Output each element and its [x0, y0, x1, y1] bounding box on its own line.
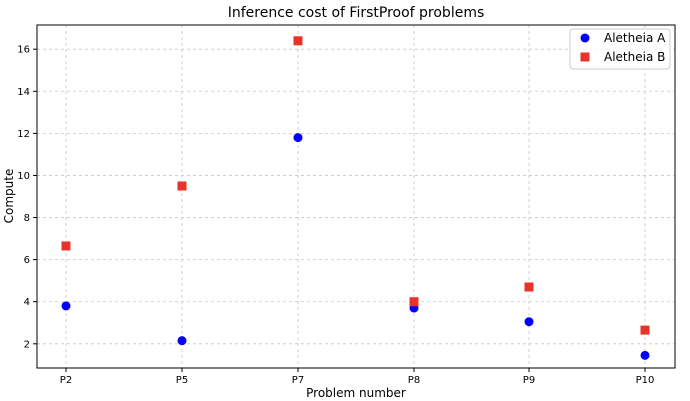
grid: [37, 25, 675, 368]
plot-area-frame: [36, 24, 676, 369]
point-series-1-p7: [293, 36, 303, 46]
x-axis: P2 P5 P7 P8 P9 P10: [60, 368, 655, 386]
point-series-1-p5: [177, 181, 187, 191]
point-series-1-p9: [524, 282, 534, 292]
y-axis: 2 4 6 8 10 12 14 16: [17, 45, 37, 350]
x-tick-label: P8: [408, 375, 420, 386]
point-series-1-p10: [640, 325, 650, 335]
point-series-0-p7: [293, 133, 303, 143]
legend-marker-aletheia-b: [580, 52, 590, 62]
point-series-1-p8: [409, 297, 419, 307]
x-tick-label: P10: [636, 375, 655, 386]
y-tick-label: 4: [24, 297, 30, 308]
point-series-1-p2: [61, 241, 71, 251]
x-tick-label: P7: [292, 375, 304, 386]
data-series: [61, 36, 650, 360]
legend-marker-aletheia-a: [580, 33, 590, 43]
point-series-0-p9: [524, 317, 534, 327]
legend: Aletheia A Aletheia B: [569, 28, 671, 70]
chart-title: Inference cost of FirstProof problems: [228, 5, 485, 21]
y-tick-label: 6: [24, 255, 30, 266]
x-tick-label: P5: [176, 375, 188, 386]
x-tick-label: P9: [523, 375, 535, 386]
y-tick-label: 16: [17, 45, 30, 56]
legend-label-aletheia-b: Aletheia B: [604, 50, 665, 64]
point-series-0-p2: [61, 301, 71, 311]
y-tick-label: 8: [24, 213, 30, 224]
y-tick-label: 10: [17, 171, 30, 182]
x-tick-label: P2: [60, 375, 72, 386]
y-axis-label: Compute: [2, 169, 16, 224]
y-tick-label: 2: [24, 339, 30, 350]
y-tick-label: 14: [17, 87, 30, 98]
legend-box: [569, 28, 671, 70]
point-series-0-p10: [640, 350, 650, 360]
x-axis-label: Problem number: [306, 386, 406, 400]
point-series-0-p5: [177, 336, 187, 346]
y-tick-label: 12: [17, 129, 30, 140]
legend-label-aletheia-a: Aletheia A: [604, 31, 666, 45]
